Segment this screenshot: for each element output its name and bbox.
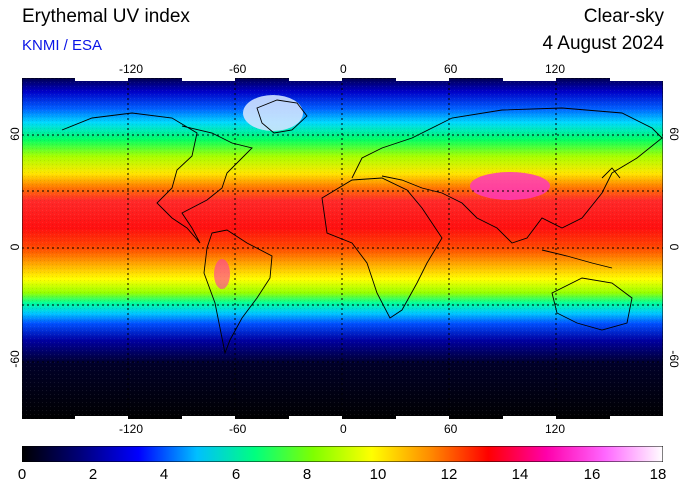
coastline-greenland bbox=[256, 99, 308, 134]
map-frame bbox=[22, 78, 663, 419]
colorbar-label-16: 16 bbox=[583, 466, 601, 483]
colorbar-label-14: 14 bbox=[511, 466, 529, 483]
coastline-australia bbox=[551, 277, 633, 331]
credit-label: KNMI / ESA bbox=[22, 37, 103, 54]
lon-tick-top-3: 0 bbox=[340, 62, 347, 76]
colorbar bbox=[22, 446, 663, 462]
lon-tick-bottom-1: -120 bbox=[119, 422, 144, 436]
lat-tick-right-1: 60 bbox=[667, 127, 681, 141]
high-uv-region-andes bbox=[214, 259, 230, 289]
colorbar-label-10: 10 bbox=[369, 466, 387, 483]
colorbar-label-0: 0 bbox=[17, 466, 27, 483]
colorbar-label-6: 6 bbox=[231, 466, 241, 483]
lon-tick-top-5: 120 bbox=[545, 62, 566, 76]
colorbar-label-4: 4 bbox=[159, 466, 169, 483]
coastline-japan bbox=[601, 167, 621, 179]
lon-tick-top-4: 60 bbox=[444, 62, 458, 76]
lon-tick-bottom-5: 120 bbox=[545, 422, 566, 436]
lon-tick-bottom-3: 0 bbox=[340, 422, 347, 436]
lat-tick-left-2: 0 bbox=[8, 243, 22, 251]
lon-tick-bottom-4: 60 bbox=[444, 422, 458, 436]
lat-tick-left-1: 60 bbox=[8, 127, 22, 141]
graticule bbox=[22, 78, 663, 419]
colorbar-gradient bbox=[22, 446, 663, 462]
colorbar-label-8: 8 bbox=[302, 466, 312, 483]
coastline-eurasia bbox=[351, 107, 663, 244]
lat-tick-right-2: 0 bbox=[667, 243, 681, 251]
lon-tick-top-2: -60 bbox=[229, 62, 247, 76]
coastlines bbox=[61, 99, 663, 355]
lat-tick-left-3: -60 bbox=[8, 350, 22, 368]
high-uv-region-tibet bbox=[470, 172, 550, 200]
colorbar-label-2: 2 bbox=[88, 466, 98, 483]
colorbar-label-18: 18 bbox=[649, 466, 667, 483]
coastline-north-america bbox=[61, 112, 253, 244]
colorbar-label-12: 12 bbox=[440, 466, 458, 483]
uv-index-map bbox=[22, 78, 663, 419]
coastline-indonesia bbox=[541, 249, 613, 269]
coastline-africa bbox=[321, 177, 443, 319]
sky-mode-label: Clear-sky bbox=[583, 6, 664, 27]
lon-tick-bottom-2: -60 bbox=[229, 422, 247, 436]
date-label: 4 August 2024 bbox=[542, 33, 665, 54]
lon-tick-top-1: -120 bbox=[119, 62, 144, 76]
lat-tick-right-3: -60 bbox=[667, 350, 681, 368]
coastline-south-america bbox=[203, 229, 273, 355]
map-title: Erythemal UV index bbox=[22, 6, 190, 27]
greenland-region bbox=[243, 95, 303, 131]
